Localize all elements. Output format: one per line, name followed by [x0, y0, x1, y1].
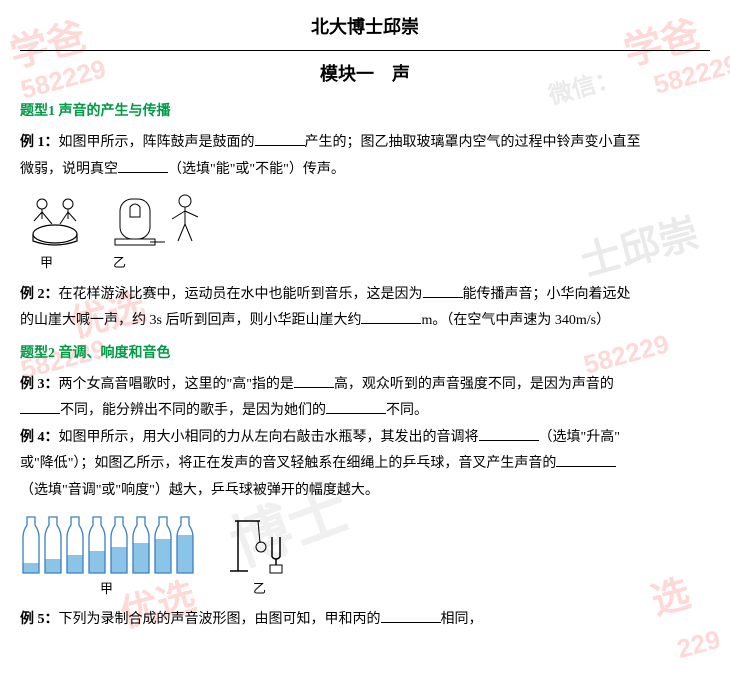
fig-caption-b: 乙: [253, 577, 266, 602]
text: （选填"音调"或"响度"）越大，乒乓球被弹开的幅度越大。: [20, 483, 379, 498]
text: 或"降低"）；如图乙所示，将正在发声的音叉轻触系在细绳上的乒乓球，音叉产生声音的: [20, 456, 556, 471]
example-label: 例 3：: [20, 377, 59, 392]
tuning-fork-figure-icon: [230, 513, 300, 575]
fig-caption-a: 甲: [40, 251, 53, 276]
example-label: 例 2：: [20, 287, 59, 302]
drum-figure-icon: [20, 189, 90, 249]
example-label: 例 4：: [20, 430, 59, 445]
figure-1-labels: 甲 乙: [20, 251, 710, 276]
example-label: 例 5：: [20, 612, 59, 627]
module-title: 模块一 声: [20, 57, 710, 91]
example-label: 例 1：: [20, 135, 59, 150]
blank: [326, 400, 386, 414]
blank: [479, 427, 539, 441]
example-4-cont: 或"降低"）；如图乙所示，将正在发声的音叉轻触系在细绳上的乒乓球，音叉产生声音的: [20, 451, 710, 478]
example-1-cont: 微弱，说明真空 （选填"能"或"不能"）传声。: [20, 157, 710, 184]
figure-row-2: [20, 513, 710, 575]
text: m。（在空气中声速为 340m/s）: [421, 313, 610, 328]
blank: [255, 132, 305, 146]
text: 相同，: [441, 612, 483, 627]
text: 产生的；图乙抽取玻璃罩内空气的过程中铃声变小直至: [305, 135, 641, 150]
example-3: 例 3：两个女高音唱歌时，这里的"高"指的是 高，观众听到的声音强度不同，是因为声…: [20, 372, 710, 399]
document-content: 北大博士邱崇 模块一 声 题型1 声音的产生与传播 例 1：如图甲所示，阵阵鼓声…: [20, 10, 710, 634]
text: 不同。: [386, 403, 428, 418]
blank: [361, 310, 421, 324]
figure-row-1: [20, 189, 710, 249]
blank: [294, 374, 334, 388]
section-title-2: 题型2 音调、响度和音色: [20, 341, 710, 368]
text: 高，观众听到的声音强度不同，是因为声音的: [334, 377, 614, 392]
text: （选填"升高": [539, 430, 620, 445]
example-1: 例 1：如图甲所示，阵阵鼓声是鼓面的 产生的；图乙抽取玻璃罩内空气的过程中铃声变小…: [20, 130, 710, 157]
figure-2-labels: 甲 乙: [20, 577, 710, 602]
text: 如图甲所示，用大小相同的力从左向右敲击水瓶琴，其发出的音调将: [59, 430, 479, 445]
blank: [423, 284, 463, 298]
text: 在花样游泳比赛中，运动员在水中也能听到音乐，这是因为: [59, 287, 423, 302]
text: （选填"能"或"不能"）传声。: [168, 162, 345, 177]
text: 能传播声音；小华向着远处: [463, 287, 631, 302]
text: 如图甲所示，阵阵鼓声是鼓面的: [59, 135, 255, 150]
divider: [20, 50, 710, 51]
text: 微弱，说明真空: [20, 162, 118, 177]
blank: [556, 453, 616, 467]
text: 的山崖大喊一声，约 3s 后听到回声，则小华距山崖大约: [20, 313, 361, 328]
section-title-1: 题型1 声音的产生与传播: [20, 99, 710, 126]
text: 不同，能分辨出不同的歌手，是因为她们的: [60, 403, 326, 418]
example-5: 例 5：下列为录制合成的声音波形图，由图可知，甲和丙的 相同，: [20, 607, 710, 634]
example-2: 例 2：在花样游泳比赛中，运动员在水中也能听到音乐，这是因为 能传播声音；小华向着…: [20, 282, 710, 309]
text: 下列为录制合成的声音波形图，由图可知，甲和丙的: [59, 612, 381, 627]
fig-caption-a: 甲: [100, 577, 113, 602]
bell-jar-figure-icon: [110, 189, 210, 249]
blank: [118, 159, 168, 173]
example-4: 例 4：如图甲所示，用大小相同的力从左向右敲击水瓶琴，其发出的音调将 （选填"升高…: [20, 425, 710, 452]
fig-caption-b: 乙: [113, 251, 126, 276]
doc-title: 北大博士邱崇: [20, 10, 710, 48]
blank: [20, 400, 60, 414]
bottles-figure-icon: [20, 513, 200, 575]
example-4-cont2: （选填"音调"或"响度"）越大，乒乓球被弹开的幅度越大。: [20, 478, 710, 505]
example-3-cont: 不同，能分辨出不同的歌手，是因为她们的 不同。: [20, 398, 710, 425]
text: 两个女高音唱歌时，这里的"高"指的是: [59, 377, 294, 392]
example-2-cont: 的山崖大喊一声，约 3s 后听到回声，则小华距山崖大约 m。（在空气中声速为 34…: [20, 308, 710, 335]
blank: [381, 609, 441, 623]
